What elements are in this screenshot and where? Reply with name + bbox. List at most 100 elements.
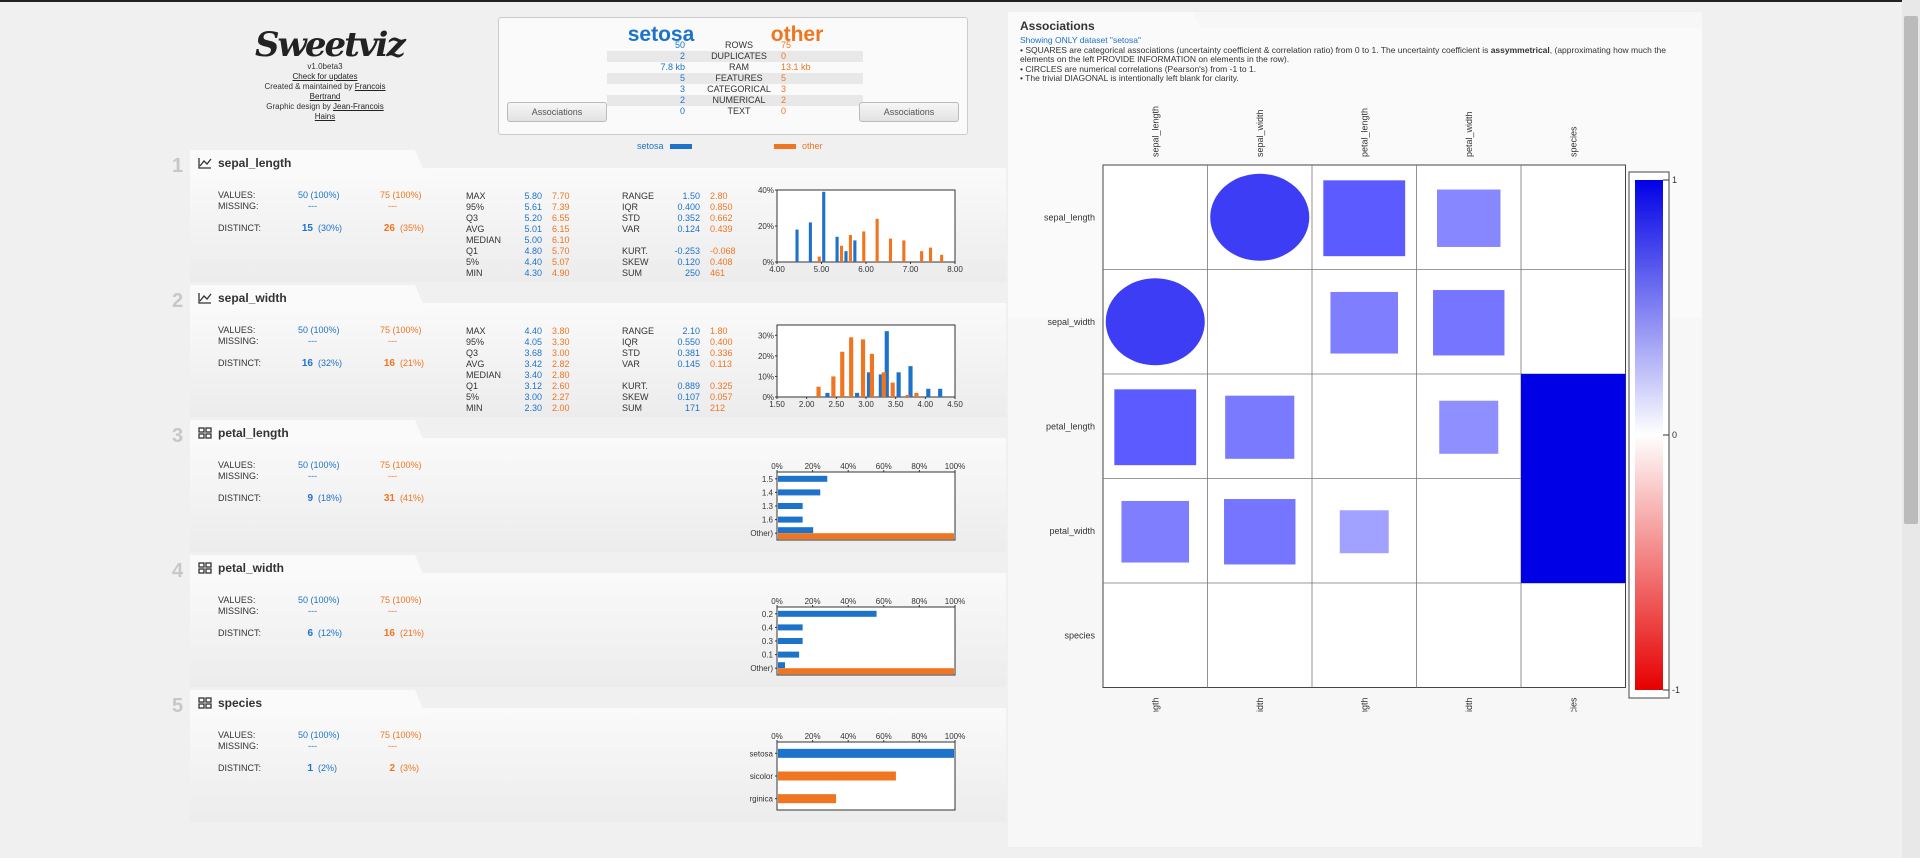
colorbar-tick-label: -1 (1672, 685, 1680, 695)
distinct-compare-pct: (41%) (400, 493, 425, 503)
stat-label: SKEW (622, 392, 649, 402)
feature-card-species[interactable]: 5 species VALUES: MISSING: DISTINCT: 50 (100%… (172, 690, 1006, 822)
category-bar-other (778, 771, 896, 781)
feature-title[interactable]: species (218, 696, 263, 710)
stat-source-value: 5.61 (524, 202, 542, 212)
stat-source-value: 0.889 (677, 381, 700, 391)
associations-button-source[interactable]: Associations (507, 102, 607, 122)
y-tick-label: 0% (762, 393, 774, 402)
stat-source-value: 4.40 (524, 257, 542, 267)
field-label: MISSING: (218, 336, 259, 346)
stat-source-value: 0.352 (677, 213, 700, 223)
histogram-bar-other (860, 339, 866, 397)
feature-title[interactable]: petal_length (218, 426, 289, 440)
values-source: 50 (100%) (298, 190, 340, 200)
x-tick-label: 60% (876, 597, 892, 606)
stat-source-value: 3.68 (524, 348, 542, 358)
feature-card-sepal_width[interactable]: 2 sepal_width VALUES: MISSING: DISTINCT: 50 (… (172, 285, 1006, 417)
category-label: 1.4 (762, 488, 774, 497)
stat-compare-value: 3.00 (552, 348, 570, 358)
distinct-compare: 2 (389, 763, 395, 774)
x-tick-label: 40% (840, 462, 856, 471)
legend-source-swatch (669, 143, 692, 149)
stat-source-value: 0.400 (677, 202, 700, 212)
summary-row: 5 FEATURES 5 (607, 73, 863, 84)
association-square (1323, 180, 1406, 257)
check-updates-link[interactable]: Check for updates (292, 72, 358, 81)
distinct-source: 15 (301, 223, 313, 234)
histogram-bar-other (839, 245, 844, 262)
histogram-bar-setosa (866, 372, 872, 397)
y-tick-label: 20% (758, 222, 774, 231)
stat-compare-value: -0.068 (710, 246, 736, 256)
category-label: 1.3 (762, 502, 774, 511)
summary-label: FEATURES (715, 73, 763, 83)
feature-card-petal_length[interactable]: 3 petal_length VALUES: MISSING: DISTINCT: 50 … (172, 420, 1006, 552)
x-tick-label: 5.00 (814, 265, 830, 274)
author-link[interactable]: Francois Bertrand (309, 82, 386, 101)
scrollbar[interactable] (1902, 0, 1920, 858)
feature-card-sepal_length[interactable]: 1 sepal_length VALUES: MISSING: DISTINCT: 50 … (172, 150, 1006, 282)
summary-source-value: 7.8 kb (660, 62, 685, 72)
matrix-bottom-label: petal_length (1359, 698, 1369, 713)
field-label: VALUES: (218, 730, 256, 740)
association-square (1521, 478, 1626, 583)
stat-label: RANGE (622, 326, 655, 336)
associations-button-compare[interactable]: Associations (859, 102, 959, 122)
histogram-bar-other (890, 382, 895, 397)
missing-source: --- (308, 741, 317, 751)
category-label: 1.6 (762, 516, 774, 525)
numeric-chart-icon (198, 157, 212, 169)
stat-source-value: 3.42 (524, 359, 542, 369)
stat-source-value: 1.50 (682, 191, 700, 201)
feature-chart: 0% 10% 20% 30% 1.50 2.00 2.50 3.00 3.50 4.00 4.50 (758, 324, 963, 409)
feature-chart: 0% 20% 40% 4.00 5.00 6.00 7.00 8.00 (758, 186, 963, 274)
histogram-bar-setosa (878, 374, 883, 397)
designer-link[interactable]: Jean-Francois Hains (314, 102, 384, 121)
summary-source-value: 50 (674, 40, 685, 50)
y-tick-label: 40% (758, 186, 774, 195)
histogram-bar-other (914, 392, 919, 397)
feature-title[interactable]: petal_width (218, 561, 285, 575)
colorbar (1635, 180, 1663, 690)
stat-label: 5% (466, 257, 480, 267)
missing-compare: --- (388, 741, 397, 751)
sweetviz-logo: Sweetviz (255, 25, 406, 65)
stat-compare-value: 0.439 (710, 224, 733, 234)
stat-source-value: 3.00 (524, 392, 542, 402)
distinct-compare-pct: (35%) (400, 223, 425, 233)
summary-compare-value: 0 (781, 51, 787, 61)
distinct-compare: 16 (383, 628, 395, 639)
histogram-bar-other (862, 231, 866, 262)
x-tick-label: 80% (911, 732, 927, 741)
stat-compare-value: 2.80 (710, 191, 728, 201)
associations-description: Showing ONLY dataset "setosa" • SQUARES … (1020, 35, 1690, 84)
feature-title[interactable]: sepal_length (218, 156, 292, 170)
feature-number: 2 (172, 290, 184, 312)
histogram-bar-other (940, 254, 944, 262)
stat-source-value: 3.12 (524, 381, 542, 391)
histogram-bar-setosa (844, 251, 848, 262)
histogram-bar-setosa (855, 392, 860, 397)
summary-source-value: 2 (679, 51, 685, 61)
scrollbar-thumb[interactable] (1904, 16, 1918, 524)
feature-card-petal_width[interactable]: 4 petal_width VALUES: MISSING: DISTINCT: 50 (… (172, 555, 1006, 687)
x-tick-label: 0% (771, 462, 783, 471)
category-bar-setosa (778, 662, 786, 669)
stat-label: MIN (466, 268, 483, 278)
histogram-bar-other (849, 337, 854, 397)
feature-title[interactable]: sepal_width (218, 291, 287, 305)
stat-compare-value: 0.057 (710, 392, 733, 402)
histogram-bar-other (831, 376, 836, 397)
category-label: 0.3 (762, 637, 774, 646)
legend-source: setosa (637, 141, 692, 151)
summary-label: DUPLICATES (711, 51, 767, 61)
matrix-bottom-label: sepal_width (1255, 698, 1265, 713)
stat-source-value: 0.124 (677, 224, 700, 234)
values-compare: 75 (100%) (380, 460, 422, 470)
x-tick-label: 1.50 (769, 400, 785, 409)
category-label: (Other) (750, 529, 773, 538)
missing-source: --- (308, 201, 317, 211)
category-bar-other (778, 668, 954, 675)
design-credit-text: Graphic design by (266, 102, 331, 111)
